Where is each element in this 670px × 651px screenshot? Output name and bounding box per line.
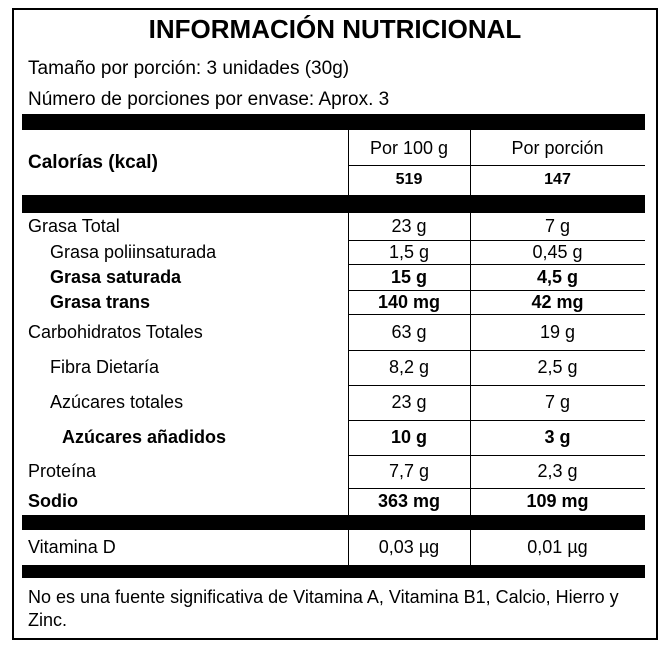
calories-value: 519 — [395, 171, 423, 188]
serving-size: Tamaño por porción: 3 unidades (30g) — [28, 58, 350, 79]
per-100g-value: 15 g — [390, 266, 428, 287]
nutrient-label: Grasa Total — [28, 216, 120, 236]
servings-per-container: Número de porciones por envase: Aprox. 3 — [28, 89, 390, 110]
cell-line — [348, 165, 645, 166]
cell-line — [348, 350, 645, 351]
label-frame — [12, 8, 658, 640]
title: INFORMACIÓN NUTRICIONAL — [148, 14, 522, 44]
per-100g-value: 140 mg — [377, 291, 441, 312]
per-serving-value: 4,5 g — [536, 266, 579, 287]
per-100g-value: 10 g — [390, 427, 428, 447]
column-header: Por porción — [511, 137, 604, 158]
per-100g-value: 0,03 µg — [378, 537, 440, 557]
nutrient-label: Fibra Dietaría — [50, 357, 160, 377]
per-serving-value: 19 g — [539, 321, 576, 342]
separator-bar — [22, 114, 645, 130]
per-serving-value: 2,5 g — [537, 357, 578, 377]
column-line — [348, 130, 349, 565]
per-100g-value: 23 g — [391, 392, 427, 412]
per-100g-value: 1,5 g — [388, 241, 430, 262]
per-serving-value: 42 mg — [531, 291, 584, 312]
per-serving-value: 2,3 g — [537, 461, 578, 481]
nutrient-label: Proteína — [28, 461, 97, 481]
footnote: No es una fuente significativa de Vitami… — [28, 587, 619, 630]
column-line — [470, 130, 471, 565]
cell-line — [348, 314, 645, 315]
nutrient-label: Grasa trans — [50, 291, 151, 312]
cell-line — [348, 488, 645, 489]
cell-line — [348, 290, 645, 291]
per-100g-value: 63 g — [391, 321, 427, 342]
separator-bar — [22, 195, 645, 213]
per-serving-value: 7 g — [544, 216, 571, 236]
nutrient-label: Carbohidratos Totales — [28, 321, 203, 342]
cell-line — [348, 240, 645, 241]
per-serving-value: 0,01 µg — [527, 537, 588, 557]
per-100g-value: 23 g — [391, 216, 427, 236]
column-header: Por 100 g — [369, 137, 449, 158]
per-100g-value: 8,2 g — [388, 357, 430, 377]
cell-line — [348, 264, 645, 265]
cell-line — [348, 385, 645, 386]
per-serving-value: 0,45 g — [532, 241, 583, 262]
cell-line — [348, 455, 645, 456]
nutrient-label: Vitamina D — [28, 537, 116, 557]
nutrient-label: Grasa saturada — [50, 266, 182, 287]
nutrient-label: Grasa poliinsaturada — [50, 241, 217, 262]
per-serving-value: 7 g — [544, 392, 571, 412]
nutrient-label: Sodio — [28, 491, 78, 511]
per-serving-value: 3 g — [544, 427, 571, 447]
calories-value: 147 — [544, 171, 571, 188]
per-serving-value: 109 mg — [526, 491, 589, 511]
per-100g-value: 7,7 g — [388, 461, 430, 481]
nutrient-label: Azúcares añadidos — [62, 427, 227, 447]
calories-label: Calorías (kcal) — [28, 151, 158, 173]
separator-bar — [22, 515, 645, 530]
nutrient-label: Azúcares totales — [50, 392, 184, 412]
separator-bar — [22, 565, 645, 578]
per-100g-value: 363 mg — [377, 491, 441, 511]
cell-line — [348, 420, 645, 421]
